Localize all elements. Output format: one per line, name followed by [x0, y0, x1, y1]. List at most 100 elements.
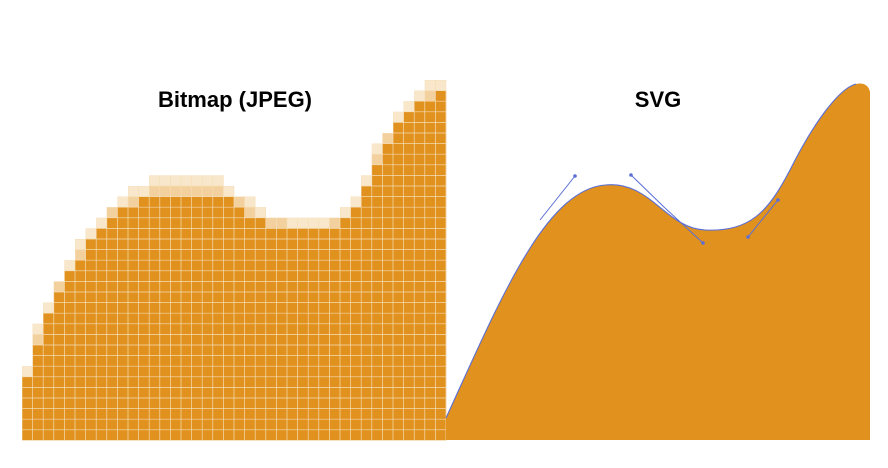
bitmap-pixel — [212, 323, 224, 335]
bitmap-pixel — [308, 345, 319, 356]
bitmap-pixel — [96, 398, 107, 409]
bitmap-pixel — [329, 239, 341, 250]
bitmap-pixel — [403, 387, 415, 399]
bitmap-pixel — [340, 387, 351, 399]
bitmap-pixel — [75, 355, 86, 367]
bitmap-pixel — [64, 334, 76, 346]
bitmap-pixel — [212, 398, 224, 409]
bitmap-pixel — [138, 355, 150, 367]
bitmap-pixel — [106, 398, 118, 409]
bitmap-pixel — [329, 355, 341, 367]
bitmap-pixel — [159, 429, 171, 441]
bitmap-pixel — [318, 270, 330, 282]
bitmap-pixel — [170, 175, 182, 187]
bitmap-pixel — [75, 387, 86, 399]
bitmap-pixel — [265, 419, 277, 430]
bitmap-pixel — [128, 387, 139, 399]
bitmap-pixel — [403, 154, 415, 165]
bezier-control-point — [701, 241, 705, 245]
bitmap-pixel — [191, 376, 203, 388]
bitmap-pixel — [382, 270, 394, 282]
bitmap-pixel — [340, 270, 351, 282]
bitmap-pixel — [382, 186, 394, 197]
bitmap-pixel — [393, 196, 404, 208]
bitmap-pixel — [435, 376, 447, 388]
bitmap-pixel — [212, 419, 224, 430]
bitmap-pixel — [170, 345, 182, 356]
bitmap-pixel — [244, 345, 256, 356]
bitmap-pixel — [361, 186, 372, 197]
bitmap-pixel — [350, 334, 362, 346]
bitmap-pixel — [191, 323, 203, 335]
bitmap-pixel — [403, 196, 415, 208]
bitmap-pixel — [361, 387, 372, 399]
bitmap-pixel — [308, 260, 319, 271]
bitmap-pixel — [350, 345, 362, 356]
bitmap-pixel — [128, 376, 139, 388]
bitmap-pixel — [371, 186, 383, 197]
bitmap-pixel — [32, 323, 44, 335]
bitmap-pixel — [340, 376, 351, 388]
bitmap-pixel — [96, 239, 107, 250]
bitmap-pixel — [53, 323, 65, 335]
bitmap-pixel — [371, 366, 383, 377]
bitmap-panel — [22, 80, 447, 441]
bitmap-pixel — [414, 122, 425, 134]
bitmap-pixel — [170, 302, 182, 314]
bitmap-pixel — [265, 398, 277, 409]
bitmap-pixel — [435, 196, 447, 208]
bitmap-pixel — [340, 313, 351, 324]
bitmap-pixel — [308, 239, 319, 250]
bitmap-pixel — [255, 387, 266, 399]
bitmap-pixel — [244, 196, 256, 208]
bitmap-pixel — [371, 249, 383, 261]
bitmap-pixel — [191, 186, 203, 197]
bitmap-pixel — [191, 270, 203, 282]
bitmap-pixel — [350, 376, 362, 388]
bitmap-pixel — [382, 260, 394, 271]
bitmap-pixel — [128, 366, 139, 377]
bitmap-pixel — [287, 429, 298, 441]
bitmap-pixel — [350, 323, 362, 335]
bitmap-pixel — [202, 239, 213, 250]
bitmap-pixel — [255, 419, 266, 430]
bitmap-pixel — [138, 249, 150, 261]
bitmap-pixel — [265, 281, 277, 293]
bitmap-pixel — [297, 292, 309, 303]
bitmap-pixel — [149, 408, 160, 420]
bitmap-pixel — [202, 345, 213, 356]
bitmap-pixel — [424, 133, 436, 144]
bitmap-pixel — [128, 196, 139, 208]
bitmap-pixel — [96, 292, 107, 303]
bitmap-pixel — [223, 239, 235, 250]
bitmap-pixel — [255, 302, 266, 314]
bitmap-pixel — [414, 260, 425, 271]
bitmap-pixel — [435, 260, 447, 271]
bitmap-pixel — [424, 398, 436, 409]
bitmap-pixel — [371, 408, 383, 420]
bitmap-pixel — [308, 355, 319, 367]
bitmap-pixel — [181, 186, 192, 197]
bitmap-pixel — [128, 429, 139, 441]
bitmap-pixel — [117, 376, 129, 388]
bitmap-pixel — [223, 419, 235, 430]
bitmap-pixel — [435, 408, 447, 420]
bitmap-pixel — [32, 345, 44, 356]
bitmap-pixel — [159, 217, 171, 229]
bitmap-pixel — [202, 260, 213, 271]
bitmap-pixel — [128, 345, 139, 356]
bitmap-pixel — [212, 313, 224, 324]
bitmap-pixel — [149, 207, 160, 218]
bitmap-pixel — [234, 398, 245, 409]
bitmap-pixel — [350, 408, 362, 420]
bitmap-pixel — [403, 281, 415, 293]
bitmap-pixel — [308, 366, 319, 377]
bitmap-pixel — [128, 408, 139, 420]
bitmap-pixel — [191, 345, 203, 356]
bitmap-pixel — [265, 334, 277, 346]
bitmap-pixel — [117, 249, 129, 261]
bitmap-pixel — [96, 334, 107, 346]
bitmap-pixel — [424, 323, 436, 335]
bitmap-pixel — [255, 366, 266, 377]
bitmap-pixel — [371, 376, 383, 388]
